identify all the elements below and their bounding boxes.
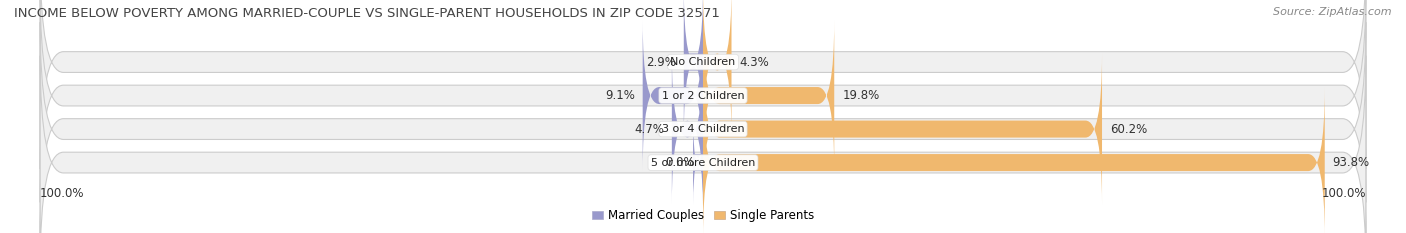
FancyBboxPatch shape: [41, 22, 1365, 233]
Text: INCOME BELOW POVERTY AMONG MARRIED-COUPLE VS SINGLE-PARENT HOUSEHOLDS IN ZIP COD: INCOME BELOW POVERTY AMONG MARRIED-COUPL…: [14, 7, 720, 20]
Text: 0.0%: 0.0%: [665, 156, 695, 169]
Text: 100.0%: 100.0%: [41, 187, 84, 200]
Text: No Children: No Children: [671, 57, 735, 67]
FancyBboxPatch shape: [703, 87, 1324, 233]
FancyBboxPatch shape: [683, 0, 703, 137]
FancyBboxPatch shape: [672, 54, 703, 204]
Legend: Married Couples, Single Parents: Married Couples, Single Parents: [586, 205, 820, 227]
Text: 3 or 4 Children: 3 or 4 Children: [662, 124, 744, 134]
Text: 19.8%: 19.8%: [842, 89, 879, 102]
FancyBboxPatch shape: [41, 0, 1365, 169]
Text: 100.0%: 100.0%: [1322, 187, 1365, 200]
FancyBboxPatch shape: [703, 20, 834, 171]
Text: 9.1%: 9.1%: [605, 89, 634, 102]
Text: 2.9%: 2.9%: [645, 55, 676, 69]
FancyBboxPatch shape: [703, 0, 731, 137]
FancyBboxPatch shape: [693, 121, 703, 204]
Text: 60.2%: 60.2%: [1109, 123, 1147, 136]
Text: 4.3%: 4.3%: [740, 55, 769, 69]
Text: 1 or 2 Children: 1 or 2 Children: [662, 91, 744, 101]
FancyBboxPatch shape: [643, 20, 703, 171]
FancyBboxPatch shape: [703, 54, 1102, 204]
Text: 93.8%: 93.8%: [1333, 156, 1369, 169]
Text: 5 or more Children: 5 or more Children: [651, 158, 755, 168]
FancyBboxPatch shape: [41, 56, 1365, 233]
FancyBboxPatch shape: [41, 0, 1365, 202]
Text: 4.7%: 4.7%: [634, 123, 664, 136]
Text: Source: ZipAtlas.com: Source: ZipAtlas.com: [1274, 7, 1392, 17]
